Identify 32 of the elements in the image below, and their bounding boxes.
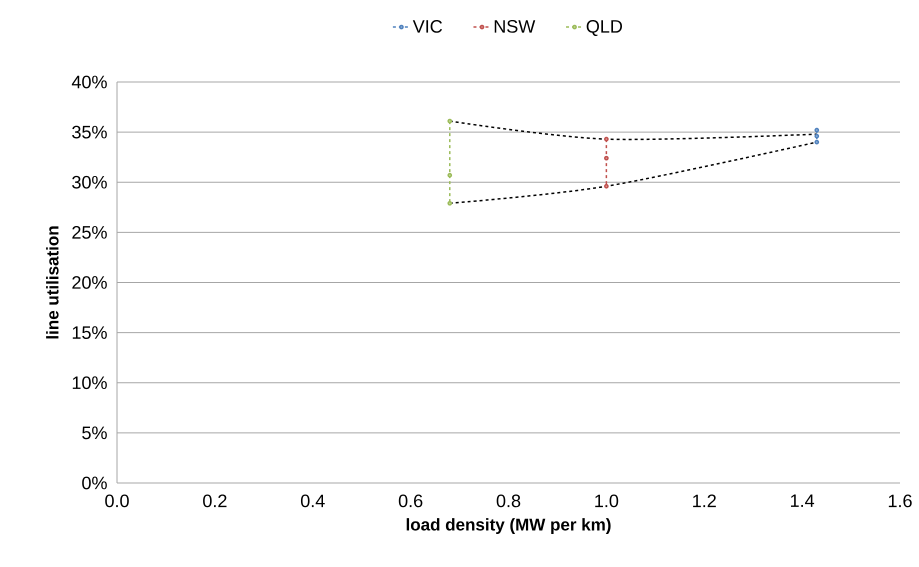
point	[447, 118, 452, 124]
point	[604, 156, 609, 161]
legend-label: NSW	[494, 20, 536, 33]
legend-label: VIC	[412, 20, 442, 33]
y-tick-label: 30%	[72, 176, 107, 189]
x-tick-label: 0.2	[203, 494, 226, 508]
legend-label: QLD	[586, 20, 622, 36]
y-tick-label: 40%	[72, 76, 107, 88]
x-axis-title: load density (MW per km)	[406, 518, 611, 534]
point	[447, 200, 452, 206]
point	[814, 128, 820, 132]
y-tick-label: 20%	[72, 276, 107, 289]
y-tick-label: 0%	[82, 476, 107, 490]
y-axis-title: line utilisation	[46, 226, 59, 338]
x-tick-label: 1.2	[693, 494, 716, 508]
point	[447, 172, 452, 178]
x-tick-label: 0.0	[105, 494, 129, 508]
point	[814, 134, 820, 138]
y-tick-label: 15%	[72, 326, 107, 339]
y-tick-label: 10%	[72, 376, 107, 390]
point	[814, 140, 820, 144]
point	[604, 136, 609, 142]
point	[604, 184, 609, 189]
y-tick-label: 35%	[72, 126, 107, 138]
x-tick-label: 1.6	[888, 494, 912, 508]
y-tick-label: 25%	[72, 226, 107, 239]
y-tick-label: 5%	[82, 426, 107, 440]
x-tick-label: 0.6	[398, 494, 422, 508]
x-tick-label: 0.4	[300, 494, 325, 508]
x-tick-label: 1.0	[595, 494, 618, 508]
x-tick-label: 1.4	[790, 494, 814, 507]
x-tick-label: 0.8	[496, 494, 520, 508]
